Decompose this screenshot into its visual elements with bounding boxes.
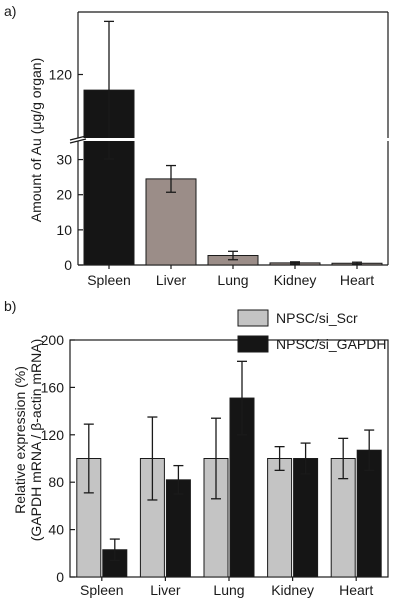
panel-b-y-tick-label: 120: [41, 427, 65, 443]
panel-a-axis-break-mark-bottom: [69, 138, 87, 144]
panel-b-legend: NPSC/si_Scr NPSC/si_GAPDH: [237, 309, 386, 353]
panel-b-error-bar-scr-liver: [147, 416, 158, 501]
panel-a-y-tick-label: 120: [49, 67, 73, 83]
panel-b-x-tick-label: Heart: [339, 582, 373, 598]
panel-b-chart: Relative expression (%) (GAPDH mRNA / β-…: [12, 309, 389, 598]
panel-a-error-bar-spleen: [104, 20, 114, 160]
panel-a-y-tick-label: 30: [56, 152, 72, 168]
legend-swatch-gapdh: [237, 335, 269, 353]
panel-a-error-bar-kidney: [290, 261, 300, 265]
panel-a-error-bar-liver: [166, 164, 176, 193]
panel-b-bar-scr-liver: [139, 458, 165, 578]
panel-a-x-tick-label: Liver: [156, 272, 187, 288]
panel-b-error-bar-gapdh-lung: [237, 360, 247, 436]
panel-b-error-bar-scr-lung: [211, 417, 221, 500]
panel-b-label: b): [4, 298, 16, 314]
panel-b-bar-gapdh-heart: [356, 449, 382, 578]
panel-a-chart: Amount of Au (μg/g organ) 0 10 20 30 120 Sple…: [28, 11, 400, 288]
panel-a-y-tick-label: 20: [56, 187, 72, 203]
panel-b-error-bar-scr-spleen: [83, 423, 94, 494]
panel-b-y-tick-label: 160: [41, 379, 65, 395]
panel-a-x-tick-label: Kidney: [274, 272, 317, 288]
panel-b-error-bar-scr-kidney: [274, 445, 285, 472]
panel-a-x-tick-label: Heart: [340, 272, 374, 288]
panel-b-y-tick-label: 40: [48, 522, 64, 538]
panel-a-label: a): [4, 3, 16, 19]
panel-b-error-bar-gapdh-spleen: [109, 538, 120, 562]
panel-b-error-bar-scr-heart: [338, 437, 349, 480]
panel-b-y-axis-label-line1: Relative expression (%): [12, 366, 28, 514]
panel-b-y-tick-label: 0: [56, 569, 64, 585]
panel-b-y-axis-label-line2: (GAPDH mRNA / β-actin mRNA): [28, 339, 44, 542]
panel-b-bar-scr-kidney: [267, 458, 293, 578]
panel-a-y-axis-label: Amount of Au (μg/g organ): [28, 58, 44, 223]
panel-b-bar-gapdh-liver: [165, 479, 191, 578]
panel-b-x-tick-label: Lung: [213, 582, 244, 598]
panel-a-y-tick-label: 10: [56, 222, 72, 238]
legend-swatch-scr: [237, 309, 269, 327]
panel-b-y-tick-label: 200: [41, 332, 65, 348]
panel-b-error-bar-gapdh-liver: [173, 464, 184, 495]
panel-a-error-bar-lung: [228, 250, 238, 261]
panel-a-axis-break-gap: [66, 138, 400, 141]
legend-label-gapdh: NPSC/si_GAPDH: [276, 336, 386, 352]
panel-b-x-tick-label: Liver: [150, 582, 181, 598]
panel-b-x-tick-label: Spleen: [80, 582, 124, 598]
panel-b-x-tick-label: Kidney: [271, 582, 314, 598]
panel-a-x-tick-label: Spleen: [87, 272, 131, 288]
panel-a-error-bar-heart: [352, 261, 362, 265]
panel-b-y-tick-label: 80: [48, 474, 64, 490]
panel-b-error-bar-gapdh-kidney: [300, 442, 311, 475]
panel-b-error-bar-gapdh-heart: [364, 429, 375, 472]
legend-label-scr: NPSC/si_Scr: [276, 310, 358, 326]
panel-a-axis-break-mark-top: [69, 135, 87, 141]
panel-a-x-tick-label: Lung: [217, 272, 248, 288]
panel-a-y-tick-label: 0: [64, 257, 72, 273]
panel-b-bar-gapdh-kidney: [293, 458, 319, 578]
